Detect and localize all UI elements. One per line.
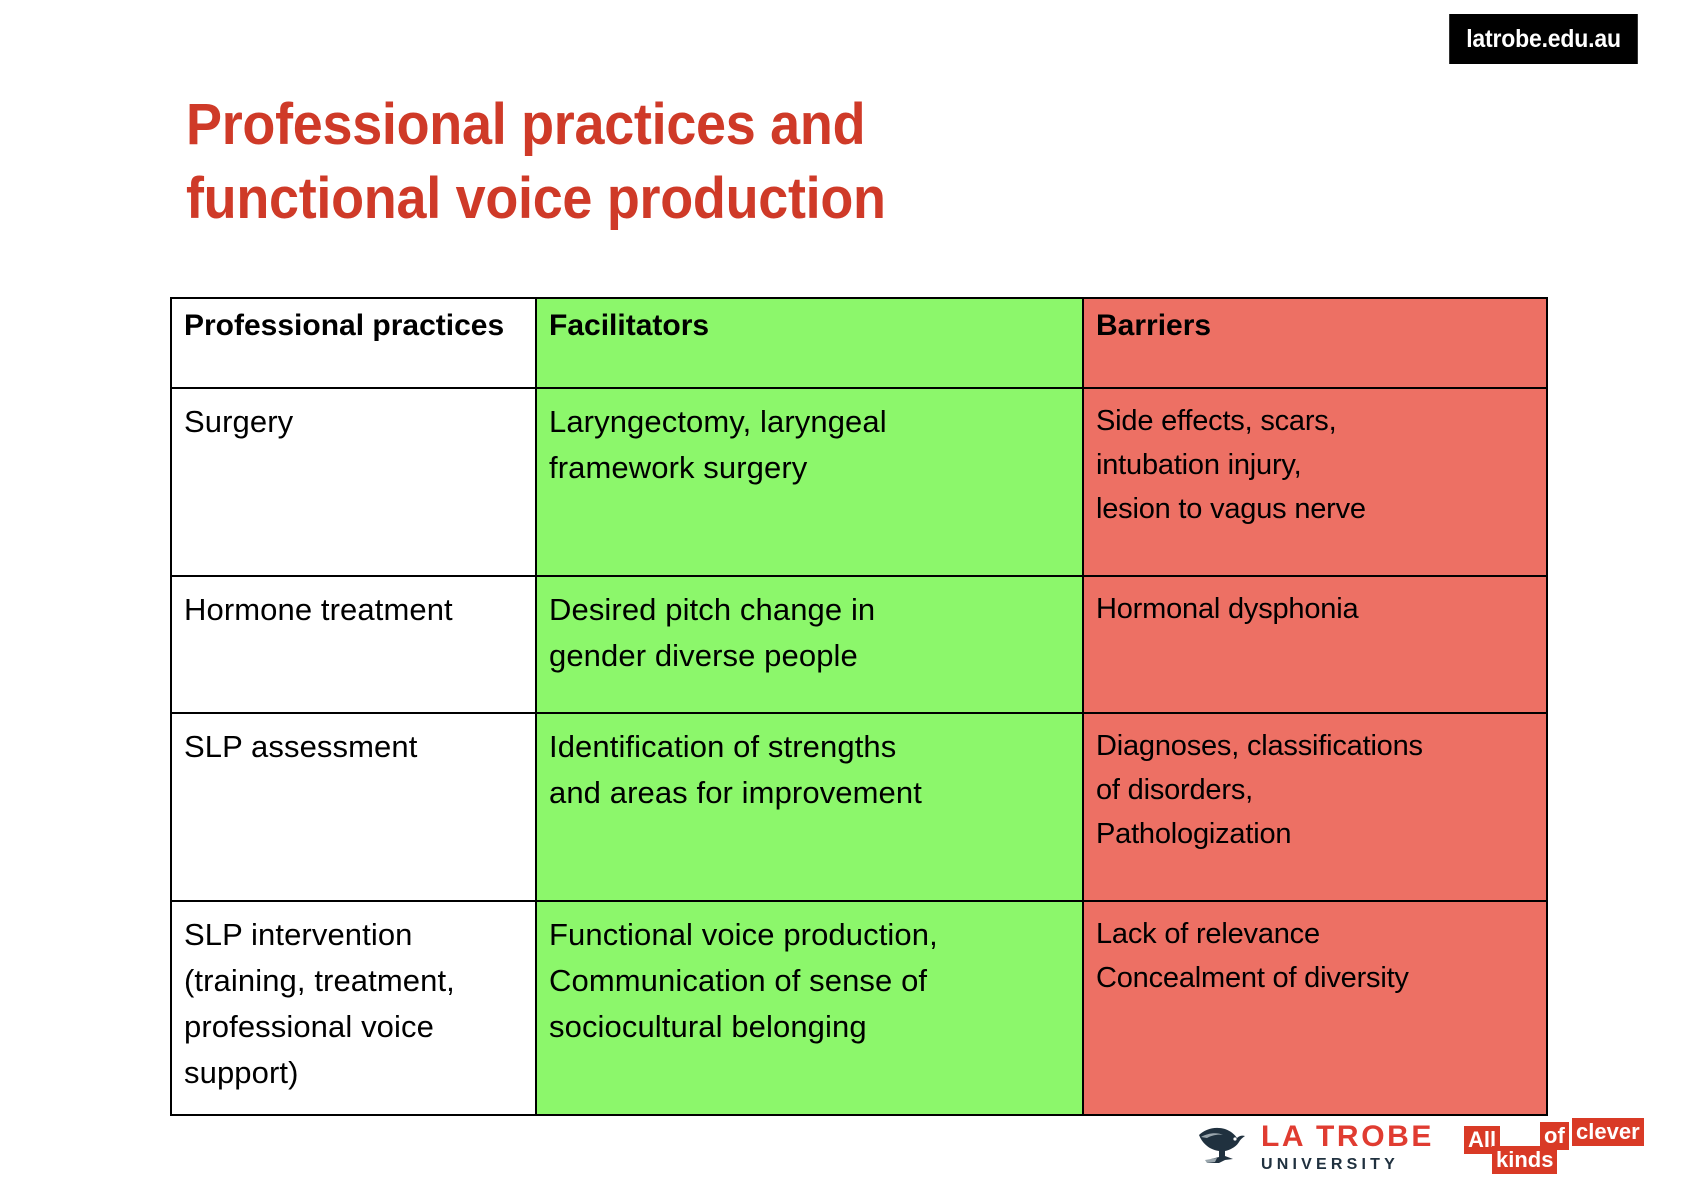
la-trobe-university-logo: LA TROBE UNIVERSITY [1195, 1119, 1435, 1173]
table-row: Hormone treatment Desired pitch change i… [170, 575, 1548, 714]
column-header-barriers: Barriers [1082, 297, 1548, 389]
cell-barriers: Diagnoses, classifications of disorders,… [1082, 712, 1548, 902]
latrobe-url-badge: latrobe.edu.au [1449, 14, 1638, 64]
cell-facilitators: Desired pitch change in gender diverse p… [535, 575, 1084, 714]
tagline-word-kinds: kinds [1492, 1146, 1558, 1175]
cell-practice: Hormone treatment [170, 575, 537, 714]
table-header-row: Professional practices Facilitators Barr… [170, 297, 1548, 389]
cell-barriers: Lack of relevance Concealment of diversi… [1082, 900, 1548, 1116]
table-row: SLP intervention (training, treatment, p… [170, 900, 1548, 1116]
cell-facilitators: Identification of strengths and areas fo… [535, 712, 1084, 902]
tagline-word-all: All [1464, 1126, 1501, 1155]
column-header-facilitators: Facilitators [535, 297, 1084, 389]
professional-practices-table: Professional practices Facilitators Barr… [170, 297, 1548, 1116]
cell-practice: SLP assessment [170, 712, 537, 902]
cell-facilitators: Functional voice production, Communicati… [535, 900, 1084, 1116]
cell-facilitators: Laryngectomy, laryngeal framework surger… [535, 387, 1084, 577]
la-trobe-wordmark: LA TROBE UNIVERSITY [1261, 1119, 1435, 1173]
eagle-logo-icon [1195, 1123, 1249, 1172]
tagline-word-of: of [1540, 1122, 1569, 1151]
la-trobe-subtitle: UNIVERSITY [1261, 1155, 1400, 1173]
footer-logo-group: LA TROBE UNIVERSITY All kinds of clever [1195, 1112, 1644, 1182]
cell-practice: Surgery [170, 387, 537, 577]
la-trobe-name: LA TROBE [1261, 1119, 1435, 1153]
column-header-professional-practices: Professional practices [170, 297, 537, 389]
cell-barriers: Hormonal dysphonia [1082, 575, 1548, 714]
cell-barriers: Side effects, scars, intubation injury, … [1082, 387, 1548, 577]
all-kinds-of-clever-logo: All kinds of clever [1464, 1118, 1644, 1176]
cell-practice: SLP intervention (training, treatment, p… [170, 900, 537, 1116]
page-title: Professional practices and functional vo… [186, 92, 886, 232]
tagline-word-clever: clever [1572, 1118, 1644, 1147]
table-row: Surgery Laryngectomy, laryngeal framewor… [170, 387, 1548, 577]
table-row: SLP assessment Identification of strengt… [170, 712, 1548, 902]
